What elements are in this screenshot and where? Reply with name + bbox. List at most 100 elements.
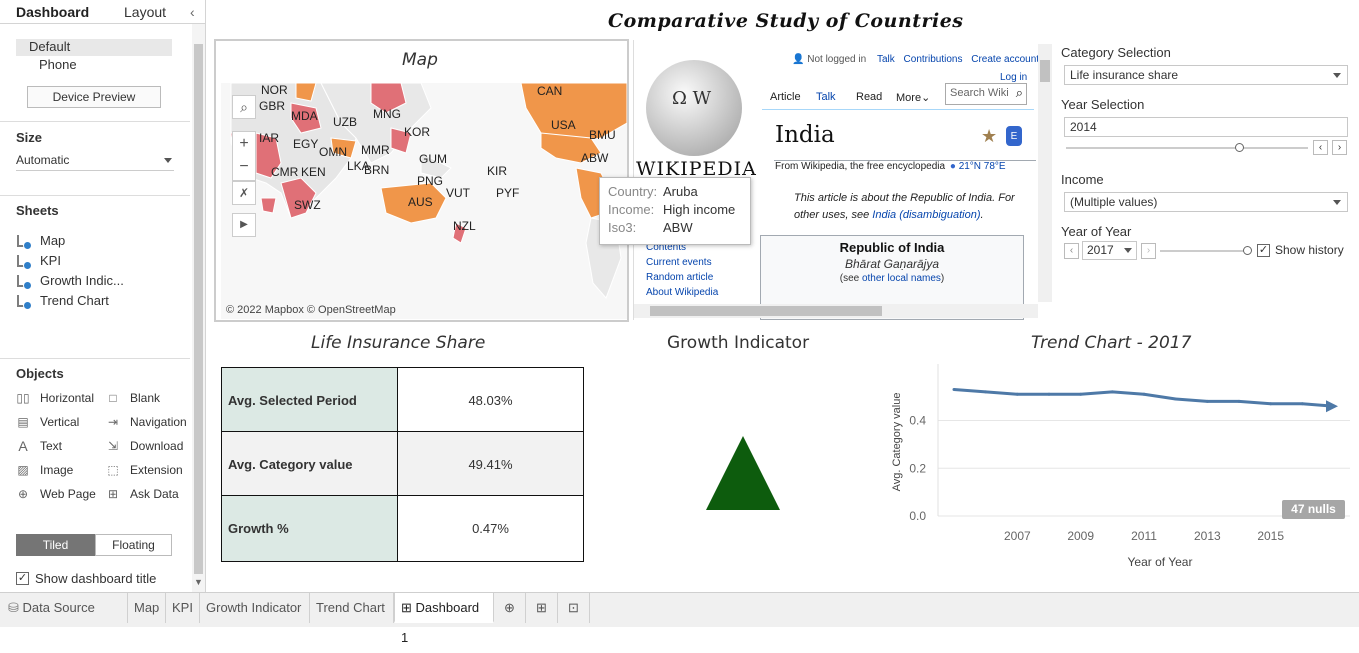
infobox-link[interactable]: other local names xyxy=(861,273,941,284)
object-ask-data[interactable]: ⊞ Ask Data xyxy=(106,487,179,501)
show-history-checkbox[interactable]: ✓ Show history xyxy=(1257,243,1344,257)
disambiguation-link[interactable]: India (disambiguation) xyxy=(872,209,981,221)
income-select[interactable]: (Multiple values) xyxy=(1064,192,1348,212)
sheet-item-growth[interactable]: Growth Indic... xyxy=(16,270,124,290)
nav-link-current-events[interactable]: Current events xyxy=(646,257,712,268)
tab-layout[interactable]: Layout xyxy=(124,4,167,20)
tab-data-source[interactable]: ⛁ Data Source xyxy=(0,593,128,623)
map-country-label[interactable]: KEN xyxy=(301,165,326,179)
zoom-in-icon[interactable]: + xyxy=(239,135,249,152)
wiki-search-input[interactable]: Search Wiki ⌕ xyxy=(945,83,1027,105)
yoy-select[interactable]: 2017 xyxy=(1082,241,1137,260)
login-link[interactable]: Log in xyxy=(1000,72,1028,83)
tab-kpi[interactable]: KPI xyxy=(166,593,200,623)
map-country-label[interactable]: BMU xyxy=(589,128,616,142)
year-slider-track[interactable] xyxy=(1066,147,1308,149)
map-country-label[interactable]: PYF xyxy=(496,186,520,200)
sheet-item-trend[interactable]: Trend Chart xyxy=(16,290,124,310)
tab-dashboard-1[interactable]: ⊞ Dashboard 1 xyxy=(394,593,494,645)
search-icon[interactable]: ⌕ xyxy=(1015,85,1023,100)
map-country-label[interactable]: BRN xyxy=(364,163,390,177)
map-country-label[interactable]: GUM xyxy=(419,152,447,166)
year-input[interactable]: 2014 xyxy=(1064,117,1348,137)
device-phone[interactable]: Phone xyxy=(39,57,77,72)
year-next-button[interactable]: › xyxy=(1332,140,1347,155)
nav-link-about[interactable]: About Wikipedia xyxy=(646,287,719,298)
tab-map[interactable]: Map xyxy=(128,593,166,623)
year-slider-handle[interactable] xyxy=(1235,143,1244,152)
device-default[interactable]: Default xyxy=(16,39,172,56)
contributions-link[interactable]: Contributions xyxy=(903,54,963,65)
scrollbar-thumb[interactable] xyxy=(194,44,203,574)
yoy-slider-track[interactable] xyxy=(1160,250,1246,252)
map-country-label[interactable]: NZL xyxy=(453,219,476,233)
map-country-label[interactable]: NOR xyxy=(261,83,288,97)
map-country-label[interactable]: IAR xyxy=(259,131,280,145)
web-vertical-scrollbar[interactable] xyxy=(1038,44,1052,302)
new-story-icon[interactable]: ⊡ xyxy=(558,593,590,623)
object-horizontal[interactable]: ▯▯ Horizontal xyxy=(16,391,94,405)
map-country-label[interactable]: USA xyxy=(551,118,576,132)
sheet-item-map[interactable]: Map xyxy=(16,230,124,250)
talk-link[interactable]: Talk xyxy=(876,54,895,65)
map-country-label[interactable]: UZB xyxy=(333,115,357,129)
map-country-label[interactable]: SWZ xyxy=(294,198,321,212)
tiled-button[interactable]: Tiled xyxy=(16,534,95,556)
object-vertical[interactable]: ▤ Vertical xyxy=(16,415,79,429)
floating-button[interactable]: Floating xyxy=(95,534,172,556)
map-country-label[interactable]: CAN xyxy=(537,84,563,98)
map-country-label[interactable]: AUS xyxy=(408,195,433,209)
tab-article[interactable]: Article xyxy=(770,91,801,103)
object-text[interactable]: A Text xyxy=(16,439,62,453)
map-country-label[interactable]: VUT xyxy=(446,186,470,200)
nav-link-random[interactable]: Random article xyxy=(646,272,714,283)
map-canvas[interactable]: NOR GBR MDA UZB MNG CAN USA BMU IAR EGY OMN KOR MMR A… xyxy=(221,83,627,319)
object-extension[interactable]: ⬚ Extension xyxy=(106,463,182,477)
object-navigation[interactable]: ⇥ Navigation xyxy=(106,415,187,429)
object-image[interactable]: ▨ Image xyxy=(16,463,73,477)
map-country-label[interactable]: MNG xyxy=(373,107,401,121)
tab-dashboard[interactable]: Dashboard xyxy=(16,4,90,20)
tab-talk[interactable]: Talk xyxy=(816,91,836,103)
yoy-prev-button[interactable]: ‹ xyxy=(1064,243,1079,259)
map-country-label[interactable]: MDA xyxy=(291,109,318,123)
map-country-label[interactable]: GBR xyxy=(259,99,286,113)
year-prev-button[interactable]: ‹ xyxy=(1313,140,1328,155)
left-scrollbar[interactable]: ▼ xyxy=(192,24,205,592)
collapse-icon[interactable]: ‹ xyxy=(190,4,195,20)
map-country-label[interactable]: MMR xyxy=(361,143,390,157)
map-country-label[interactable]: PNG xyxy=(417,174,444,188)
map-search-icon[interactable]: ⌕ xyxy=(232,95,256,119)
tab-growth-indicator[interactable]: Growth Indicator xyxy=(200,593,310,623)
tab-more[interactable]: More⌄ xyxy=(896,91,930,104)
coords-link[interactable]: 21°N 78°E xyxy=(958,161,1006,172)
map-country-label[interactable]: LKA xyxy=(347,159,370,173)
size-select[interactable]: Automatic xyxy=(16,153,174,171)
map-country-label[interactable]: OMN xyxy=(319,145,347,159)
map-country-label[interactable]: EGY xyxy=(293,137,319,151)
new-worksheet-icon[interactable]: ⊕ xyxy=(494,593,526,623)
category-select[interactable]: Life insurance share xyxy=(1064,65,1348,85)
object-web-page[interactable]: ⊕ Web Page xyxy=(16,487,96,501)
nulls-badge[interactable]: 47 nulls xyxy=(1282,500,1345,519)
create-account-link[interactable]: Create account xyxy=(971,54,1040,65)
zoom-out-icon[interactable]: − xyxy=(239,158,249,175)
yoy-slider-handle[interactable] xyxy=(1243,246,1252,255)
chevron-down-icon[interactable]: ▼ xyxy=(194,577,203,587)
map-country-label[interactable]: KOR xyxy=(404,125,431,139)
yoy-next-button[interactable]: › xyxy=(1141,243,1156,259)
map-country-label[interactable]: CMR xyxy=(271,165,299,179)
show-title-checkbox[interactable]: ✓ Show dashboard title xyxy=(16,571,156,586)
web-horizontal-scrollbar[interactable] xyxy=(634,304,1038,318)
pin-icon[interactable]: ✗ xyxy=(232,181,256,205)
new-dashboard-icon[interactable]: ⊞ xyxy=(526,593,558,623)
tab-trend-chart[interactable]: Trend Chart xyxy=(310,593,394,623)
object-download[interactable]: ⇲ Download xyxy=(106,439,183,453)
object-blank[interactable]: □ Blank xyxy=(106,391,160,405)
play-icon[interactable]: ▶ xyxy=(232,213,256,237)
sheet-item-kpi[interactable]: KPI xyxy=(16,250,124,270)
device-preview-button[interactable]: Device Preview xyxy=(27,86,161,108)
map-country-label[interactable]: KIR xyxy=(487,164,508,178)
tab-read[interactable]: Read xyxy=(856,91,883,103)
nav-link-contents[interactable]: Contents xyxy=(646,242,687,253)
